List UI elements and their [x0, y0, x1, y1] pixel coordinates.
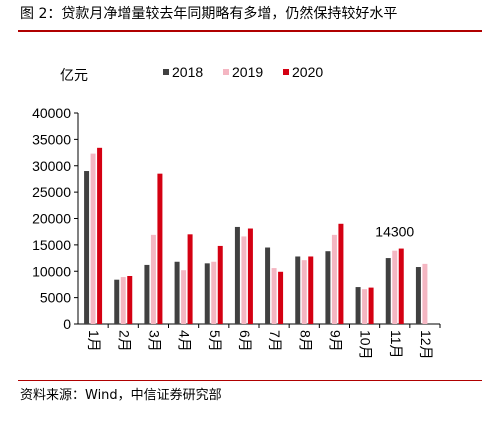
bar-2020-10 [368, 287, 374, 324]
bar-2020-8 [308, 256, 314, 324]
x-tick-label: 5月 [207, 330, 223, 352]
bar-2018-6 [234, 226, 240, 324]
bar-2018-11 [385, 258, 391, 324]
legend-swatch-2018 [163, 69, 169, 75]
y-tick-label: 10000 [32, 263, 71, 279]
bar-2020-11 [398, 248, 404, 324]
bar-2019-1 [90, 153, 96, 324]
legend-swatch-2019 [223, 69, 229, 75]
x-tick-label: 3月 [146, 330, 162, 352]
bar-2018-5 [204, 263, 210, 324]
bar-2019-9 [331, 234, 337, 324]
figure-title: 图 2：贷款月净增量较去年同期略有多增，仍然保持较好水平 [20, 6, 398, 22]
bar-chart: 亿元 2018 2019 2020 0 5000 10000 15000 20000 25000 3… [32, 64, 441, 360]
y-tick-label: 15000 [32, 237, 71, 253]
bar-2018-3 [144, 264, 150, 324]
title-rule [18, 30, 482, 32]
bar-2020-1 [97, 147, 103, 324]
bar-2019-12 [422, 263, 428, 324]
y-tick-label: 20000 [32, 211, 71, 227]
y-tick-label: 30000 [32, 158, 71, 174]
bar-2018-2 [114, 279, 120, 324]
x-tick-label: 8月 [297, 330, 313, 352]
x-tick-label: 12月 [418, 330, 434, 360]
x-tick-label: 7月 [267, 330, 283, 352]
bar-2019-10 [362, 289, 368, 324]
y-tick-label: 0 [63, 316, 71, 332]
source-note: 资料来源：Wind，中信证券研究部 [20, 388, 222, 403]
bar-2018-7 [265, 247, 271, 324]
bar-2018-4 [174, 261, 180, 324]
x-tick-label: 2月 [116, 330, 132, 352]
source-rule [18, 380, 482, 381]
bar-2019-3 [150, 234, 156, 324]
bar-2020-2 [127, 275, 133, 324]
bar-2019-2 [120, 277, 126, 324]
y-tick-label: 5000 [40, 290, 71, 306]
legend-label-2018: 2018 [172, 64, 203, 80]
bar-2020-6 [247, 228, 253, 324]
x-tick-label: 9月 [327, 330, 343, 352]
y-tick-label: 25000 [32, 184, 71, 200]
bar-2020-7 [278, 271, 284, 324]
bar-2019-5 [211, 261, 217, 324]
bar-2019-7 [271, 268, 277, 324]
bar-2018-12 [415, 267, 421, 324]
legend-label-2020: 2020 [292, 64, 323, 80]
bar-2019-11 [392, 250, 398, 324]
bar-2020-9 [338, 223, 344, 324]
x-tick-label: 1月 [86, 330, 102, 352]
y-axis-label: 亿元 [60, 67, 88, 83]
x-tick-label: 11月 [388, 330, 404, 359]
bar-2018-9 [325, 251, 331, 324]
y-tick-label: 40000 [32, 105, 71, 121]
x-tick-label: 4月 [177, 330, 193, 352]
bar-2020-3 [157, 173, 163, 324]
bar-2020-4 [187, 234, 193, 324]
bar-2019-8 [301, 260, 307, 324]
y-tick-label: 35000 [32, 131, 71, 147]
data-label-2020-11: 14300 [375, 224, 414, 240]
legend-label-2019: 2019 [232, 64, 263, 80]
x-tick-label: 10月 [358, 330, 374, 360]
bar-2019-6 [241, 236, 247, 324]
bar-2020-5 [217, 245, 223, 324]
legend-swatch-2020 [283, 69, 289, 75]
x-tick-label: 6月 [237, 330, 253, 352]
bar-2018-10 [355, 287, 361, 324]
bar-2019-4 [181, 270, 187, 324]
bar-2018-1 [84, 171, 90, 324]
bar-2018-8 [295, 256, 301, 324]
